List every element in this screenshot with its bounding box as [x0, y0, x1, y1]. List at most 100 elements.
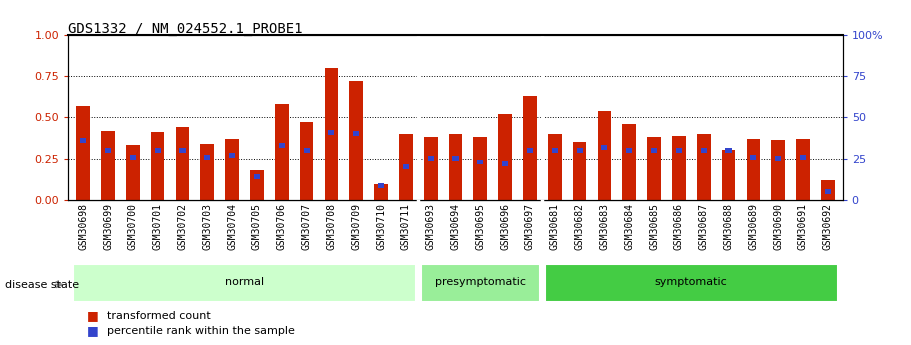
- Bar: [129, 155, 136, 159]
- Text: GSM30692: GSM30692: [823, 203, 833, 250]
- Bar: [279, 143, 285, 148]
- Bar: [651, 148, 657, 153]
- Text: GSM30690: GSM30690: [773, 203, 783, 250]
- Bar: [474, 137, 487, 200]
- Bar: [775, 156, 782, 161]
- Text: GSM30689: GSM30689: [748, 203, 758, 250]
- Bar: [77, 106, 90, 200]
- Bar: [105, 148, 111, 153]
- Text: GSM30681: GSM30681: [549, 203, 559, 250]
- Bar: [545, 264, 838, 302]
- Text: GSM30698: GSM30698: [78, 203, 88, 250]
- Bar: [622, 124, 636, 200]
- Text: GSM30701: GSM30701: [153, 203, 163, 250]
- Bar: [328, 130, 334, 135]
- Text: GDS1332 / NM_024552.1_PROBE1: GDS1332 / NM_024552.1_PROBE1: [68, 22, 302, 37]
- Bar: [126, 146, 139, 200]
- Text: GSM30691: GSM30691: [798, 203, 808, 250]
- Bar: [179, 148, 186, 153]
- Text: GSM30695: GSM30695: [476, 203, 486, 250]
- Text: GSM30708: GSM30708: [326, 203, 336, 250]
- Bar: [772, 140, 785, 200]
- Text: percentile rank within the sample: percentile rank within the sample: [107, 326, 294, 335]
- Bar: [80, 138, 87, 143]
- Text: GSM30703: GSM30703: [202, 203, 212, 250]
- Bar: [548, 134, 561, 200]
- Text: GSM30687: GSM30687: [699, 203, 709, 250]
- Bar: [254, 175, 260, 179]
- Bar: [204, 155, 210, 159]
- Bar: [324, 68, 338, 200]
- Bar: [676, 148, 682, 153]
- Text: GSM30684: GSM30684: [624, 203, 634, 250]
- Text: presymptomatic: presymptomatic: [435, 277, 526, 287]
- Text: GSM30699: GSM30699: [103, 203, 113, 250]
- Text: GSM30697: GSM30697: [525, 203, 535, 250]
- Bar: [477, 159, 484, 165]
- Text: GSM30683: GSM30683: [599, 203, 609, 250]
- Bar: [449, 134, 462, 200]
- Text: GSM30700: GSM30700: [128, 203, 138, 250]
- Text: GSM30707: GSM30707: [302, 203, 312, 250]
- Bar: [403, 165, 409, 169]
- Bar: [523, 96, 537, 200]
- Bar: [573, 142, 587, 200]
- Text: GSM30693: GSM30693: [425, 203, 435, 250]
- Text: GSM30706: GSM30706: [277, 203, 287, 250]
- Bar: [498, 114, 512, 200]
- Text: transformed count: transformed count: [107, 311, 210, 321]
- Bar: [746, 139, 760, 200]
- Text: GSM30682: GSM30682: [575, 203, 585, 250]
- Text: GSM30711: GSM30711: [401, 203, 411, 250]
- Bar: [421, 264, 540, 302]
- Text: GSM30705: GSM30705: [252, 203, 262, 250]
- Bar: [275, 104, 289, 200]
- Text: GSM30694: GSM30694: [451, 203, 460, 250]
- Text: ■: ■: [87, 309, 102, 322]
- Bar: [303, 148, 310, 153]
- Bar: [427, 156, 434, 161]
- Text: symptomatic: symptomatic: [655, 277, 728, 287]
- Text: GSM30686: GSM30686: [674, 203, 684, 250]
- Bar: [824, 189, 831, 194]
- Bar: [176, 127, 189, 200]
- Bar: [552, 148, 558, 153]
- Bar: [626, 148, 632, 153]
- Bar: [722, 150, 735, 200]
- Text: GSM30710: GSM30710: [376, 203, 386, 250]
- Text: normal: normal: [225, 277, 264, 287]
- Bar: [577, 148, 583, 153]
- Bar: [151, 132, 165, 200]
- Text: ■: ■: [87, 324, 102, 337]
- Bar: [502, 161, 508, 166]
- Bar: [527, 148, 533, 153]
- Bar: [353, 131, 359, 136]
- Text: disease state: disease state: [5, 280, 78, 289]
- Text: GSM30704: GSM30704: [227, 203, 237, 250]
- Bar: [399, 134, 413, 200]
- Bar: [300, 122, 313, 200]
- Bar: [697, 134, 711, 200]
- Bar: [751, 155, 756, 159]
- Bar: [251, 170, 264, 200]
- Text: GSM30688: GSM30688: [723, 203, 733, 250]
- Bar: [821, 180, 834, 200]
- Bar: [601, 145, 608, 150]
- Bar: [701, 148, 707, 153]
- Text: GSM30696: GSM30696: [500, 203, 510, 250]
- Text: GSM30702: GSM30702: [178, 203, 188, 250]
- Bar: [453, 156, 458, 161]
- Bar: [647, 137, 660, 200]
- Bar: [229, 153, 235, 158]
- Bar: [725, 148, 732, 153]
- Bar: [225, 139, 239, 200]
- Bar: [424, 137, 437, 200]
- Bar: [155, 148, 160, 153]
- Bar: [374, 184, 388, 200]
- Bar: [796, 139, 810, 200]
- Bar: [350, 81, 363, 200]
- Text: GSM30685: GSM30685: [649, 203, 659, 250]
- Bar: [598, 111, 611, 200]
- Text: GSM30709: GSM30709: [352, 203, 362, 250]
- Bar: [73, 264, 415, 302]
